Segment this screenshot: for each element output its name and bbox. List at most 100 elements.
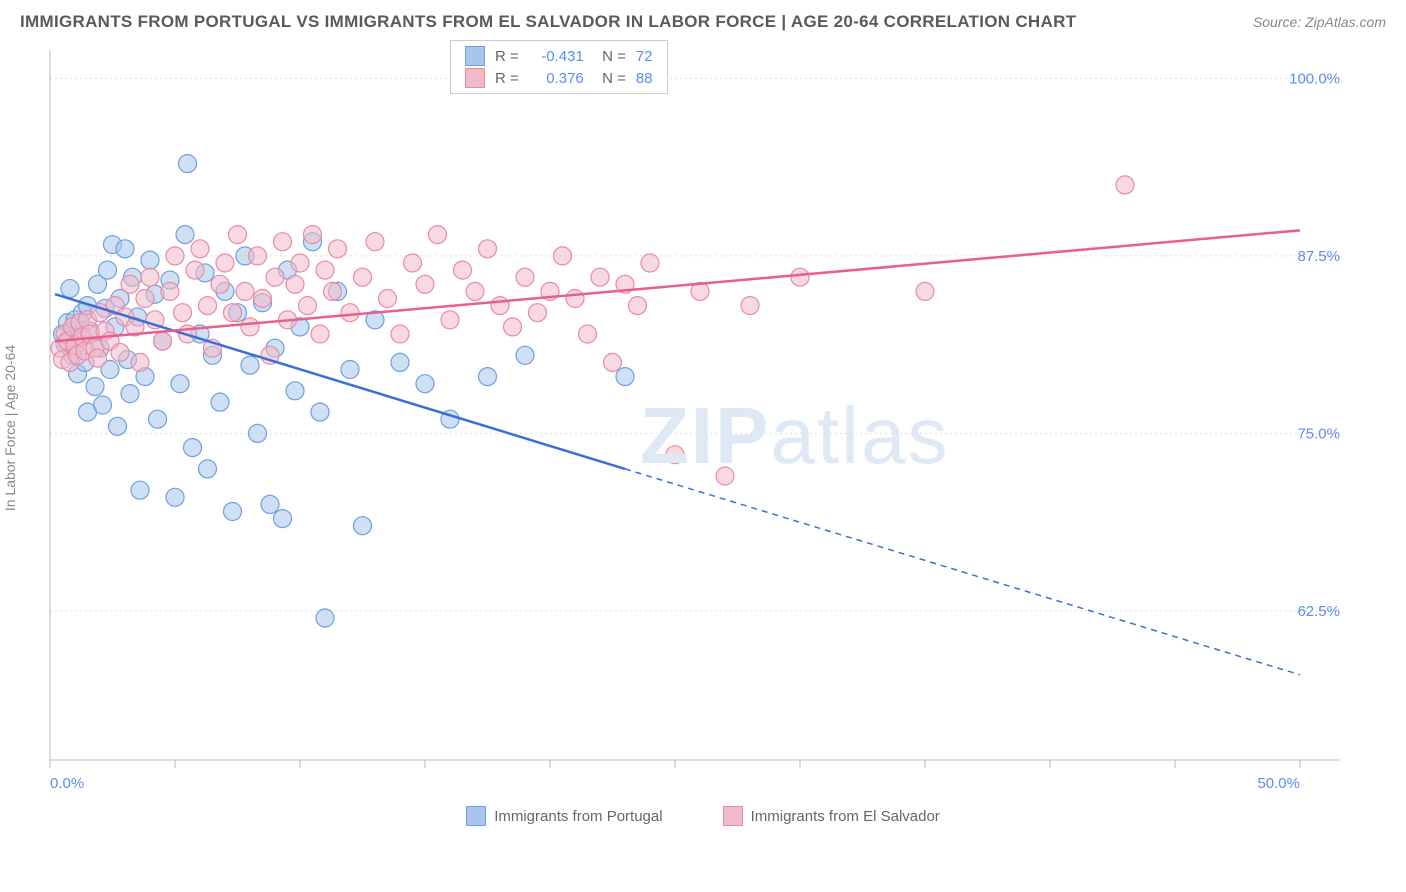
data-point (121, 275, 139, 293)
legend-r-value: 0.376 (529, 70, 584, 87)
data-point (141, 268, 159, 286)
data-point (174, 304, 192, 322)
data-point (224, 304, 242, 322)
legend-swatch (465, 46, 485, 66)
data-point (379, 290, 397, 308)
data-point (716, 467, 734, 485)
correlation-legend-row: R = 0.376 N = 88 (465, 67, 653, 89)
data-point (354, 268, 372, 286)
title-bar: IMMIGRANTS FROM PORTUGAL VS IMMIGRANTS F… (0, 0, 1406, 40)
data-point (274, 510, 292, 528)
data-point (241, 356, 259, 374)
series-legend-label: Immigrants from Portugal (494, 808, 662, 825)
data-point (566, 290, 584, 308)
data-point (184, 439, 202, 457)
data-point (416, 275, 434, 293)
data-point (324, 282, 342, 300)
data-point (186, 261, 204, 279)
data-point (316, 261, 334, 279)
legend-swatch (466, 806, 486, 826)
data-point (916, 282, 934, 300)
data-point (131, 353, 149, 371)
data-point (1116, 176, 1134, 194)
chart-area: In Labor Force | Age 20-64 62.5%75.0%87.… (20, 40, 1386, 800)
data-point (121, 385, 139, 403)
data-point (491, 297, 509, 315)
legend-r-label: R = (495, 48, 519, 65)
data-point (741, 297, 759, 315)
data-point (211, 393, 229, 411)
data-point (304, 226, 322, 244)
data-point (516, 346, 534, 364)
data-point (199, 297, 217, 315)
data-point (466, 282, 484, 300)
legend-n-label: N = (594, 48, 626, 65)
series-legend-item: Immigrants from El Salvador (723, 806, 940, 826)
data-point (311, 403, 329, 421)
data-point (791, 268, 809, 286)
series-legend-item: Immigrants from Portugal (466, 806, 662, 826)
data-point (604, 353, 622, 371)
data-point (629, 297, 647, 315)
source-label: Source: ZipAtlas.com (1253, 14, 1386, 30)
data-point (216, 254, 234, 272)
data-point (161, 282, 179, 300)
y-tick-label: 75.0% (1297, 425, 1340, 442)
data-point (261, 495, 279, 513)
data-point (616, 368, 634, 386)
correlation-legend: R = -0.431 N = 72R = 0.376 N = 88 (450, 40, 668, 94)
data-point (241, 318, 259, 336)
data-point (94, 396, 112, 414)
data-point (224, 503, 242, 521)
data-point (666, 446, 684, 464)
data-point (391, 353, 409, 371)
series-legend: Immigrants from Portugal Immigrants from … (0, 800, 1406, 832)
data-point (579, 325, 597, 343)
y-tick-label: 62.5% (1297, 603, 1340, 620)
data-point (229, 226, 247, 244)
y-tick-label: 100.0% (1289, 70, 1340, 87)
data-point (429, 226, 447, 244)
data-point (179, 155, 197, 173)
data-point (89, 349, 107, 367)
legend-swatch (723, 806, 743, 826)
data-point (131, 481, 149, 499)
data-point (341, 304, 359, 322)
data-point (404, 254, 422, 272)
data-point (479, 368, 497, 386)
data-point (479, 240, 497, 258)
data-point (341, 361, 359, 379)
data-point (416, 375, 434, 393)
data-point (176, 226, 194, 244)
data-point (249, 424, 267, 442)
data-point (166, 247, 184, 265)
data-point (291, 254, 309, 272)
data-point (591, 268, 609, 286)
data-point (99, 261, 117, 279)
data-point (111, 343, 129, 361)
data-point (171, 375, 189, 393)
data-point (86, 378, 104, 396)
data-point (211, 275, 229, 293)
x-tick-label: 50.0% (1257, 775, 1300, 792)
data-point (299, 297, 317, 315)
data-point (274, 233, 292, 251)
data-point (529, 304, 547, 322)
data-point (441, 311, 459, 329)
chart-title: IMMIGRANTS FROM PORTUGAL VS IMMIGRANTS F… (20, 12, 1076, 32)
data-point (641, 254, 659, 272)
legend-swatch (465, 68, 485, 88)
data-point (266, 268, 284, 286)
series-legend-label: Immigrants from El Salvador (751, 808, 940, 825)
legend-n-value: 88 (636, 70, 653, 87)
data-point (316, 609, 334, 627)
data-point (329, 240, 347, 258)
data-point (391, 325, 409, 343)
scatter-plot: 62.5%75.0%87.5%100.0%0.0%50.0% (20, 40, 1350, 800)
x-tick-label: 0.0% (50, 775, 84, 792)
data-point (311, 325, 329, 343)
data-point (504, 318, 522, 336)
legend-n-label: N = (594, 70, 626, 87)
y-axis-label: In Labor Force | Age 20-64 (2, 345, 18, 511)
data-point (149, 410, 167, 428)
